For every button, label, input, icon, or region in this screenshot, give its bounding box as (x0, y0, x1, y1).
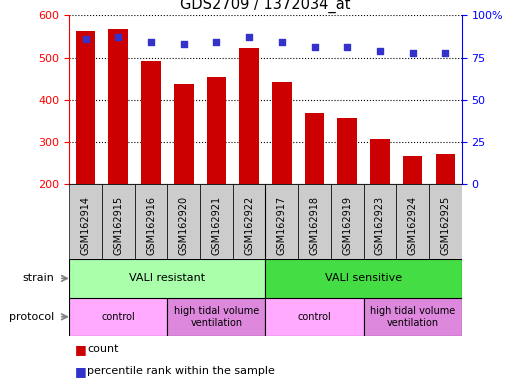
Text: control: control (298, 312, 331, 322)
Text: strain: strain (22, 273, 54, 283)
Bar (338, 118, 357, 184)
Bar (69, 298, 167, 336)
Text: ■: ■ (74, 343, 86, 356)
Text: GSM162921: GSM162921 (211, 195, 222, 255)
Bar (233, 184, 266, 259)
Text: GSM162916: GSM162916 (146, 195, 156, 255)
Bar (141, 61, 161, 184)
Text: GSM162914: GSM162914 (81, 195, 91, 255)
Text: count: count (87, 344, 119, 354)
Point (310, 45, 319, 51)
Bar (265, 184, 298, 259)
Bar (167, 184, 200, 259)
Bar (200, 184, 233, 259)
Text: GSM162920: GSM162920 (179, 195, 189, 255)
Point (147, 39, 155, 45)
Text: protocol: protocol (9, 312, 54, 322)
Bar (76, 31, 95, 184)
Point (441, 50, 449, 56)
Text: GSM162918: GSM162918 (309, 195, 320, 255)
Bar (305, 113, 324, 184)
Point (212, 39, 221, 45)
Bar (436, 154, 455, 184)
Bar (102, 184, 134, 259)
Point (82, 36, 90, 42)
Point (408, 50, 417, 56)
Bar (167, 298, 266, 336)
Bar (109, 29, 128, 184)
Bar (69, 184, 102, 259)
Bar (266, 298, 364, 336)
Bar (266, 259, 462, 298)
Text: GSM162924: GSM162924 (408, 195, 418, 255)
Bar (364, 298, 462, 336)
Bar (370, 139, 390, 184)
Text: GSM162919: GSM162919 (342, 195, 352, 255)
Point (114, 34, 123, 40)
Text: high tidal volume
ventilation: high tidal volume ventilation (174, 306, 259, 328)
Point (245, 34, 253, 40)
Text: control: control (102, 312, 135, 322)
Text: VALI sensitive: VALI sensitive (325, 273, 402, 283)
Text: GSM162915: GSM162915 (113, 195, 123, 255)
Bar (331, 184, 364, 259)
Bar (272, 82, 291, 184)
Point (343, 45, 351, 51)
Bar (69, 259, 266, 298)
Text: VALI resistant: VALI resistant (129, 273, 205, 283)
Text: GSM162925: GSM162925 (440, 195, 450, 255)
Bar (174, 84, 193, 184)
Bar (396, 184, 429, 259)
Point (278, 39, 286, 45)
Text: GSM162923: GSM162923 (375, 195, 385, 255)
Bar (207, 78, 226, 184)
Bar (239, 48, 259, 184)
Bar (429, 184, 462, 259)
Text: ■: ■ (74, 365, 86, 378)
Text: GSM162917: GSM162917 (277, 195, 287, 255)
Bar (134, 184, 167, 259)
Text: high tidal volume
ventilation: high tidal volume ventilation (370, 306, 455, 328)
Text: GSM162922: GSM162922 (244, 195, 254, 255)
Point (180, 41, 188, 47)
Bar (403, 156, 422, 184)
Bar (364, 184, 396, 259)
Point (376, 48, 384, 54)
Text: percentile rank within the sample: percentile rank within the sample (87, 366, 275, 376)
Bar (298, 184, 331, 259)
Title: GDS2709 / 1372034_at: GDS2709 / 1372034_at (180, 0, 351, 13)
